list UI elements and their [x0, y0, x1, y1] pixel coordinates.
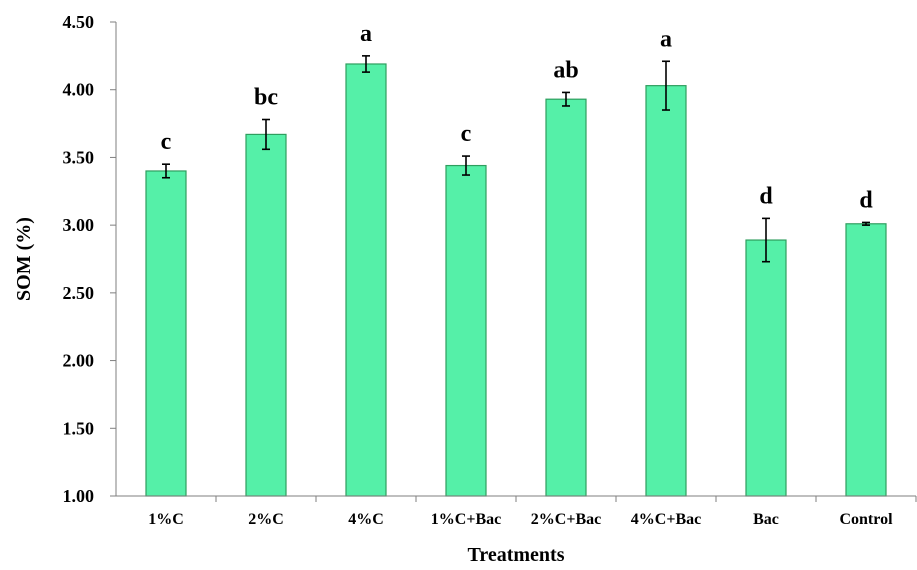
x-tick-label: 1%C [148, 511, 184, 528]
bar-2 [245, 133, 287, 497]
y-axis-label: SOM (%) [13, 217, 35, 301]
bar-4 [445, 164, 487, 497]
significance-letter: a [660, 26, 672, 52]
x-tick-label: Bac [753, 511, 779, 528]
x-tick-label: 4%C [348, 511, 384, 528]
bar-6 [645, 85, 687, 497]
x-tick-label: 2%C [248, 511, 284, 528]
y-tick-label: 4.00 [63, 80, 95, 100]
significance-letter: d [759, 183, 773, 209]
y-tick-label: 2.00 [63, 351, 95, 371]
x-tick-label: 1%C+Bac [431, 511, 501, 528]
bar-8 [845, 223, 887, 497]
x-tick-label: 4%C+Bac [631, 511, 701, 528]
bars [145, 63, 887, 497]
bar-7 [745, 239, 787, 497]
y-tick-label: 3.50 [63, 147, 95, 167]
error-bars [162, 55, 870, 263]
significance-letter: ab [553, 57, 578, 83]
x-axis-label: Treatments [467, 544, 564, 566]
significance-letter: a [360, 21, 372, 47]
bar-5 [545, 98, 587, 497]
significance-letters: c bc a c ab a d d [161, 21, 874, 214]
bar-3 [345, 63, 387, 497]
significance-letter: c [461, 121, 472, 147]
y-axis-ticks: 1.00 1.50 2.00 2.50 3.00 3.50 4.00 4.50 [63, 12, 116, 506]
significance-letter: c [161, 129, 172, 155]
x-tick-label: Control [839, 511, 893, 528]
y-tick-label: 4.50 [63, 12, 95, 32]
x-tick-label: 2%C+Bac [531, 511, 601, 528]
y-tick-label: 3.00 [63, 215, 95, 235]
y-tick-label: 1.50 [63, 418, 95, 438]
significance-letter: bc [254, 85, 278, 111]
y-tick-label: 1.00 [63, 486, 95, 506]
y-tick-label: 2.50 [63, 283, 95, 303]
x-axis-ticks: 1%C 2%C 4%C 1%C+Bac 2%C+Bac 4%C+Bac Bac Control [148, 496, 917, 528]
bar-1 [145, 170, 187, 497]
significance-letter: d [859, 187, 873, 213]
